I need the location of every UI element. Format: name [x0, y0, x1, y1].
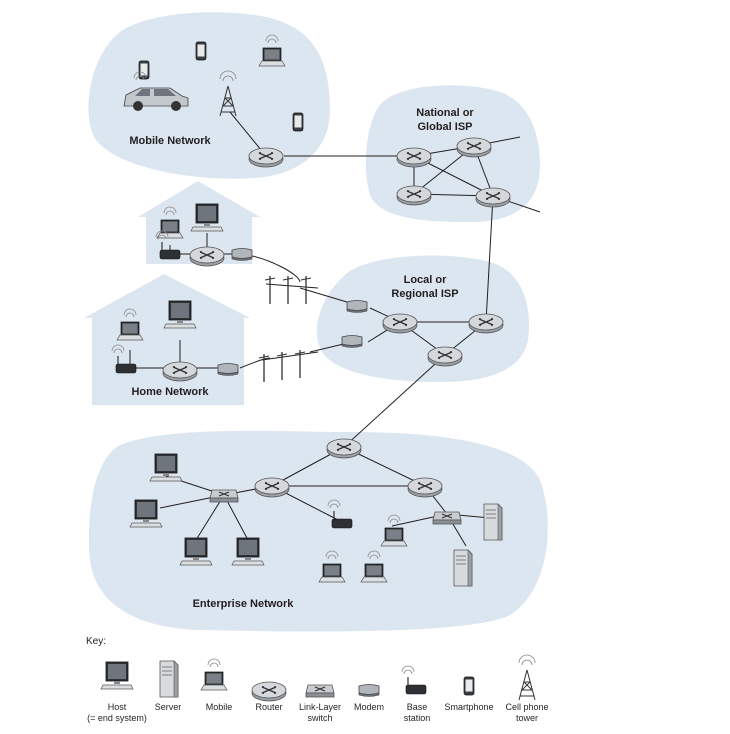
key-modem-label: Modem: [354, 702, 384, 712]
enterprise-host: [231, 537, 265, 566]
national-router-icon: [456, 137, 492, 158]
enterprise-server: [483, 503, 503, 541]
national-isp-label-line2: Global ISP: [417, 121, 472, 133]
utility-pole-icon: [282, 275, 294, 305]
key-base-station-icon: [401, 665, 427, 695]
national-router-icon: [396, 147, 432, 168]
key-cell-tower-icon: [518, 654, 536, 701]
local-isp-cloud: [316, 255, 530, 382]
key-switch-icon: [305, 684, 335, 698]
local-isp-label-line2: Regional ISP: [391, 288, 458, 300]
home-router-icon: [189, 246, 225, 267]
car-icon: [123, 71, 189, 111]
local-router-icon: [382, 313, 418, 334]
local-router-icon: [427, 346, 463, 367]
home-modem-icon: [217, 363, 239, 376]
key-smartphone-icon: [463, 676, 475, 696]
key-server-label: Server: [155, 702, 182, 712]
mobile-smartphone: [292, 112, 304, 132]
mobile-network-label: Mobile Network: [129, 135, 211, 147]
utility-pole-icon: [300, 275, 312, 305]
mobile-network-cloud: [88, 12, 330, 179]
enterprise-host: [179, 537, 213, 566]
enterprise-router-icon: [326, 438, 362, 459]
home-host: [163, 300, 197, 329]
mobile-router-icon: [248, 147, 284, 168]
home-network-label: Home Network: [131, 386, 209, 398]
key-title: Key:: [86, 636, 106, 647]
key-router-icon: [251, 681, 287, 702]
key-switch-sublabel: switch: [307, 713, 332, 723]
home-router-icon: [162, 361, 198, 382]
key-host-icon: [100, 661, 134, 690]
local-isp-modem-icon: [346, 300, 368, 313]
key-server-icon: [159, 660, 179, 698]
national-isp-label-line1: National or: [416, 107, 474, 119]
enterprise-host: [149, 453, 183, 482]
enterprise-switch-icon: [209, 489, 239, 503]
enterprise-server: [453, 549, 473, 587]
key-mobile-icon: [200, 658, 228, 691]
key-cell-tower-label: Cell phone: [505, 702, 548, 712]
key-switch-label: Link-Layer: [299, 702, 341, 712]
local-router-icon: [468, 313, 504, 334]
enterprise-network-label: Enterprise Network: [193, 598, 295, 610]
home-modem-icon: [231, 248, 253, 261]
key-smartphone-label: Smartphone: [444, 702, 493, 712]
key-base-station-label: Base: [407, 702, 428, 712]
local-isp-modem-icon: [341, 335, 363, 348]
key-host-sublabel: (= end system): [87, 713, 147, 723]
key-router-label: Router: [255, 702, 282, 712]
local-isp-label-line1: Local or: [404, 274, 448, 286]
enterprise-host: [129, 499, 163, 528]
home-host: [190, 203, 224, 232]
key-modem-icon: [358, 684, 380, 697]
national-isp-cloud: [365, 85, 540, 222]
enterprise-switch-icon: [432, 511, 462, 525]
utility-pole-icon: [264, 275, 276, 305]
enterprise-router-icon: [254, 477, 290, 498]
national-router-icon: [396, 185, 432, 206]
enterprise-router-icon: [407, 477, 443, 498]
mobile-smartphone: [195, 41, 207, 61]
key-host-label: Host: [108, 702, 127, 712]
key-mobile-label: Mobile: [206, 702, 233, 712]
key-cell-tower-sublabel: tower: [516, 713, 538, 723]
national-router-icon: [475, 187, 511, 208]
key-base-station-sublabel: station: [404, 713, 431, 723]
